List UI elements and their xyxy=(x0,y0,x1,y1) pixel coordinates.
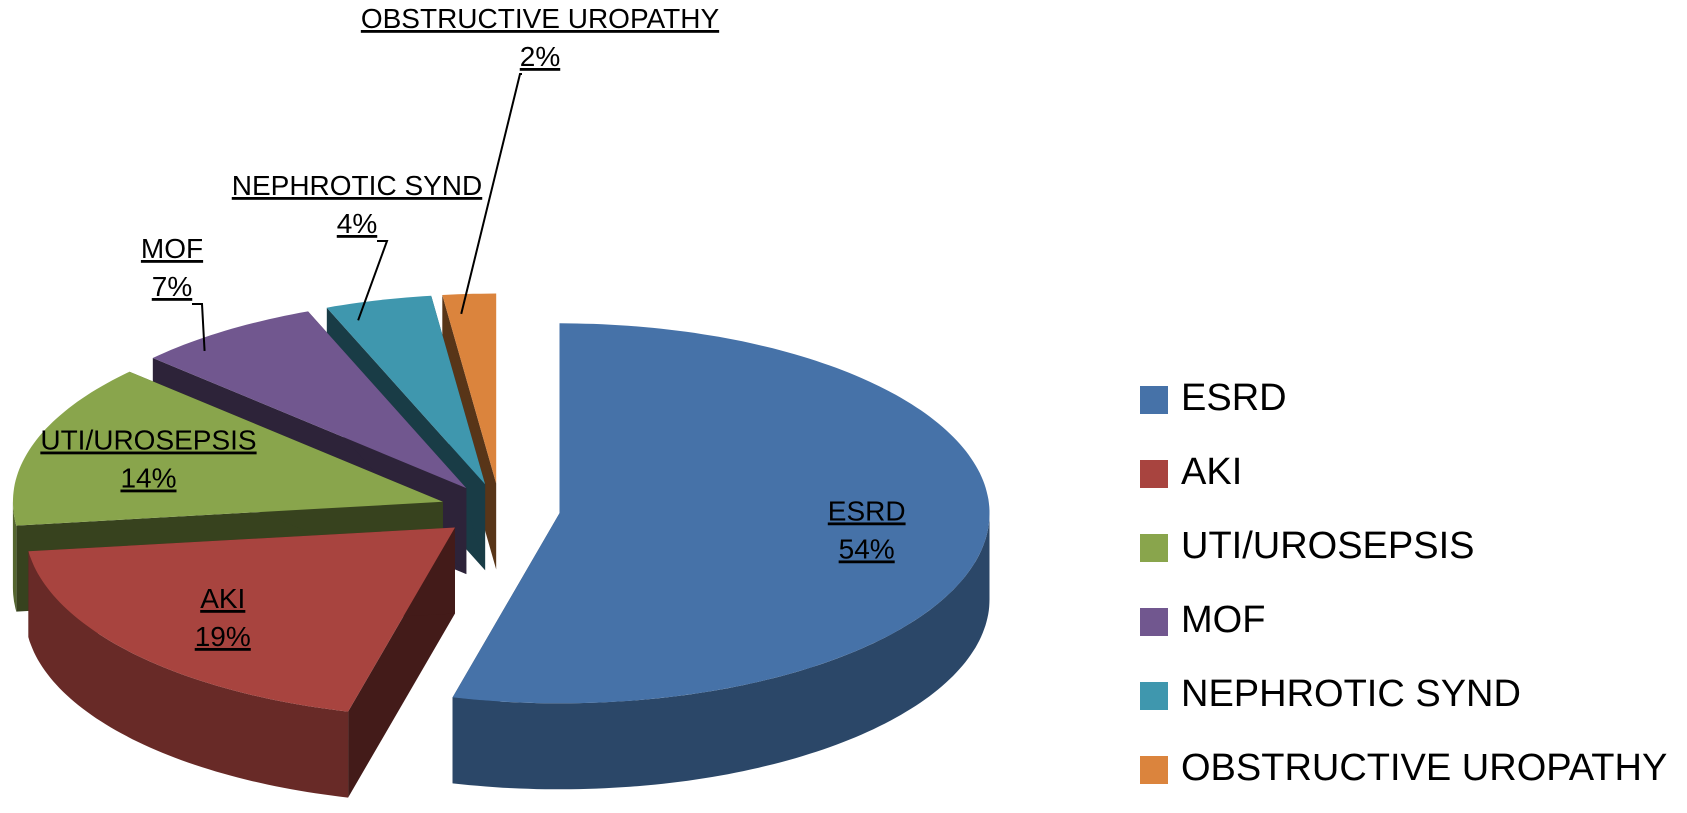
slice-top xyxy=(442,293,497,484)
legend-swatch xyxy=(1140,534,1168,562)
legend-label: AKI xyxy=(1181,451,1242,493)
leader-line xyxy=(460,73,522,315)
leader-line xyxy=(192,303,206,351)
slice-top xyxy=(28,527,456,712)
slice-top xyxy=(12,371,443,526)
data-label-name: OBSTRUCTIVE UROPATHY xyxy=(361,3,720,34)
slice xyxy=(28,527,456,798)
data-label-value: 14% xyxy=(120,463,176,494)
legend-label: UTI/UROSEPSIS xyxy=(1181,525,1475,567)
slice-rim xyxy=(12,501,17,612)
data-label-value: 54% xyxy=(839,533,895,564)
slice-top xyxy=(452,323,990,704)
slice-rim xyxy=(452,513,990,790)
legend-label: MOF xyxy=(1181,599,1265,641)
data-label-name: AKI xyxy=(200,583,245,614)
legend-swatch xyxy=(1140,386,1168,414)
legend-swatch xyxy=(1140,460,1168,488)
data-label-value: 19% xyxy=(195,621,251,652)
slice-top xyxy=(152,311,467,489)
leader-line xyxy=(357,240,389,321)
data-label-name: NEPHROTIC SYND xyxy=(232,170,482,201)
data-label-value: 4% xyxy=(337,208,377,239)
legend-label: ESRD xyxy=(1181,377,1287,419)
data-label-value: 7% xyxy=(152,271,192,302)
slice-rim xyxy=(28,551,349,798)
slice-top xyxy=(326,295,486,485)
data-label-name: UTI/UROSEPSIS xyxy=(40,425,256,456)
data-label-name: ESRD xyxy=(828,495,906,526)
legend-label: NEPHROTIC SYND xyxy=(1181,673,1521,715)
data-label-name: MOF xyxy=(141,233,203,264)
legend-swatch xyxy=(1140,682,1168,710)
data-label-value: 2% xyxy=(520,41,560,72)
legend-swatch xyxy=(1140,608,1168,636)
legend-swatch xyxy=(1140,756,1168,784)
slice xyxy=(452,323,990,790)
legend-label: OBSTRUCTIVE UROPATHY xyxy=(1181,747,1667,789)
